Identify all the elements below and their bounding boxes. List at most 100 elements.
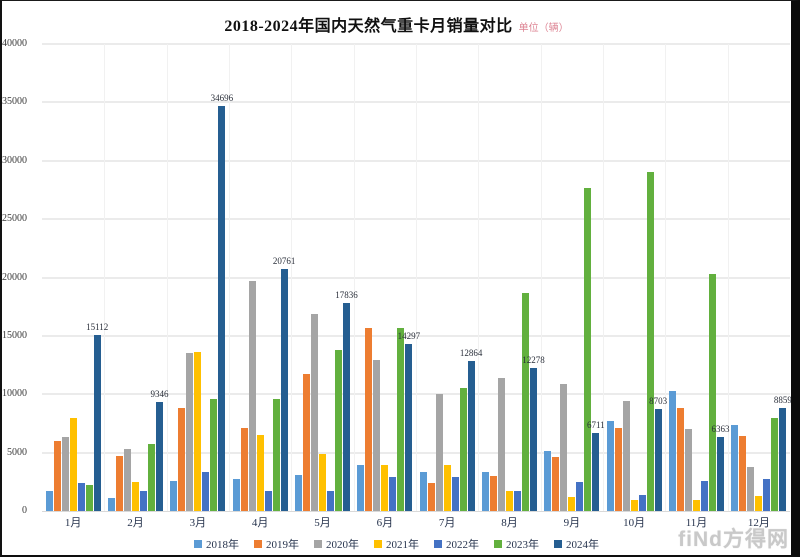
bar-2018年-7月: [419, 472, 427, 511]
bar-group-8月: 12278: [478, 44, 545, 511]
bar-2021年-5月: [318, 454, 326, 511]
bar-2024年-10月: [654, 409, 662, 511]
bar-2020年-8月: [497, 378, 505, 511]
legend-swatch: [434, 540, 442, 548]
bar-2018年-1月: [45, 491, 53, 511]
category-separator: [478, 44, 480, 511]
bar-2022年-1月: [77, 483, 85, 511]
data-label-2024年-10月: 8703: [649, 396, 668, 406]
bar-2021年-10月: [630, 500, 638, 511]
bar-2019年-7月: [427, 483, 435, 511]
bar-2018年-11月: [668, 391, 676, 511]
data-label-2024年-12月: 8859: [773, 395, 792, 405]
bar-2019年-3月: [178, 408, 186, 511]
bar-2019年-11月: [676, 408, 684, 511]
bar-2020年-3月: [186, 353, 194, 511]
bar-2023年-2月: [147, 444, 155, 511]
y-tick-label: 30000: [2, 154, 27, 166]
bar-2021年-2月: [131, 482, 139, 511]
watermark: fiNd方得网: [678, 528, 789, 551]
bar-2020年-12月: [747, 467, 755, 511]
bar-2023年-11月: [708, 274, 716, 511]
chart-header: 2018-2024年国内天然气重卡月销量对比 单位（辆）: [2, 12, 791, 36]
bar-2022年-10月: [638, 495, 646, 511]
y-tick-label: 5000: [7, 446, 27, 458]
category-separator: [291, 44, 293, 511]
bar-2022年-9月: [576, 482, 584, 511]
bar-2023年-10月: [646, 172, 654, 511]
bar-group-12月: 8859: [728, 44, 791, 511]
legend-item-2022年: 2022年: [434, 536, 479, 552]
bar-group-5月: 17836: [291, 44, 358, 511]
bar-2024年-1月: [93, 335, 101, 511]
bar-group-9月: 6711: [541, 44, 605, 511]
bar-2020年-11月: [684, 429, 692, 511]
x-tick-label-6月: 6月: [376, 517, 394, 529]
bar-2019年-4月: [240, 428, 248, 511]
y-tick-label: 35000: [2, 96, 27, 108]
bar-group-3月: 34696: [167, 44, 233, 511]
legend-label: 2021年: [386, 539, 419, 551]
bar-2020年-10月: [622, 401, 630, 511]
bar-2021年-6月: [381, 465, 389, 511]
bar-2022年-5月: [326, 491, 334, 511]
x-tick-label-3月: 3月: [189, 517, 207, 529]
legend-label: 2024年: [566, 539, 599, 551]
x-tick-label-9月: 9月: [563, 517, 581, 529]
unit-label: 单位（辆）: [518, 23, 569, 34]
bar-2022年-4月: [264, 491, 272, 511]
bar-2024年-4月: [280, 269, 288, 511]
bar-2018年-3月: [170, 481, 178, 511]
bar-2019年-5月: [302, 374, 310, 511]
legend-swatch: [554, 540, 562, 548]
legend-item-2021年: 2021年: [374, 536, 419, 552]
legend-item-2019年: 2019年: [254, 536, 299, 552]
legend-label: 2023年: [506, 539, 539, 551]
category-separator: [727, 44, 729, 511]
bar-2019年-12月: [739, 436, 747, 511]
category-separator: [229, 44, 230, 511]
bar-2022年-6月: [389, 477, 397, 511]
x-axis-line: [42, 511, 790, 512]
legend-label: 2020年: [326, 539, 359, 551]
x-tick-label-2月: 2月: [127, 517, 144, 529]
data-label-2024年-1月: 15112: [86, 322, 109, 332]
bar-2018年-12月: [731, 425, 739, 511]
data-label-2024年-8月: 12278: [522, 355, 545, 365]
x-tick-label-10月: 10月: [623, 517, 646, 529]
x-tick-label-4月: 4月: [251, 517, 269, 529]
bar-2022年-7月: [451, 477, 459, 511]
x-tick-label-12月: 12月: [747, 517, 770, 529]
bar-2022年-8月: [513, 491, 521, 511]
legend-swatch: [314, 540, 322, 548]
data-label-2024年-9月: 6711: [586, 420, 605, 430]
bar-2023年-12月: [771, 418, 779, 511]
bar-group-2月: 9346: [104, 44, 168, 511]
bar-2021年-3月: [194, 352, 202, 511]
bar-2021年-7月: [443, 465, 451, 511]
bar-2019年-10月: [614, 428, 622, 511]
bar-2024年-7月: [467, 361, 475, 511]
y-tick-label: 20000: [2, 271, 27, 283]
category-separator: [603, 44, 604, 511]
bar-2018年-6月: [357, 465, 365, 511]
bar-2024年-2月: [155, 402, 163, 511]
bar-2023年-7月: [459, 388, 467, 511]
legend-label: 2018年: [206, 539, 239, 551]
legend-item-2018年: 2018年: [194, 536, 239, 552]
x-tick-label-5月: 5月: [314, 517, 331, 529]
bar-2022年-12月: [763, 479, 771, 511]
bar-2019年-6月: [365, 328, 373, 511]
bar-2018年-10月: [606, 421, 614, 511]
bar-2024年-12月: [779, 408, 787, 511]
data-label-2024年-2月: 9346: [150, 389, 169, 399]
bar-2024年-8月: [529, 368, 537, 511]
bar-2019年-9月: [552, 457, 560, 511]
x-tick-label-8月: 8月: [501, 517, 518, 529]
bar-2021年-9月: [568, 497, 576, 511]
bar-2023年-9月: [584, 188, 592, 511]
bar-2022年-3月: [202, 472, 210, 511]
legend-swatch: [374, 540, 382, 548]
category-separator: [665, 44, 667, 511]
